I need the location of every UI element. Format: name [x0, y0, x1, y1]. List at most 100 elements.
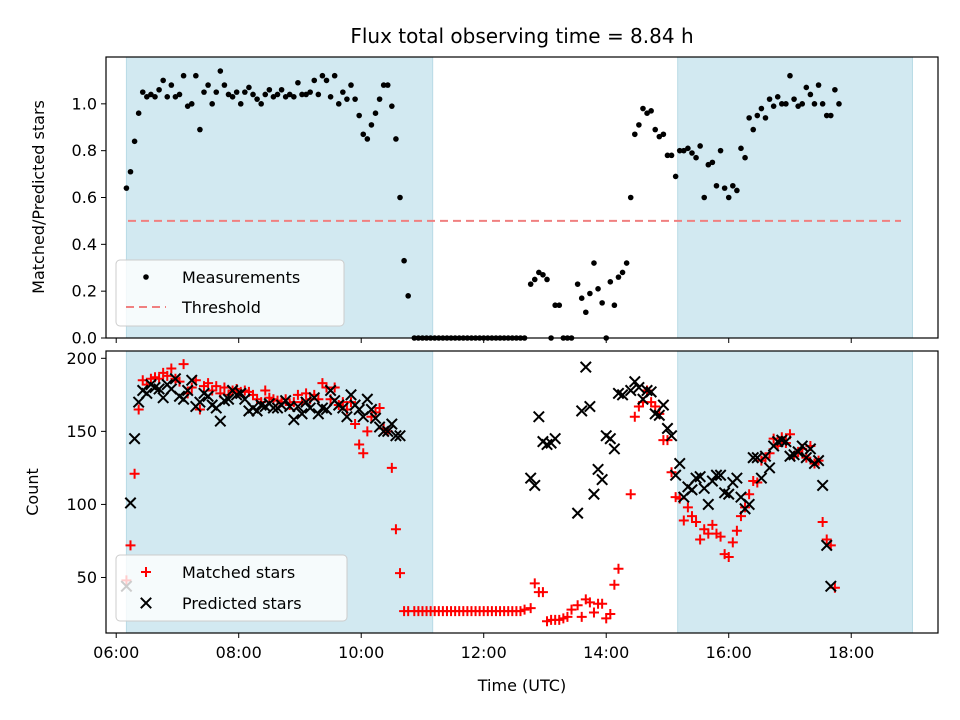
y-tick-label: 0.0 [72, 329, 97, 348]
predicted-star-point [336, 402, 349, 414]
predicted-star-point [632, 381, 645, 394]
predicted-star-point [592, 463, 604, 476]
measurement-point [766, 96, 773, 102]
predicted-star-point [296, 407, 308, 420]
matched-star-point [529, 578, 540, 589]
predicted-star-point [686, 483, 698, 496]
measurement-point [201, 89, 207, 95]
legend-x-glyph [140, 597, 152, 609]
predicted-star-point [300, 396, 312, 409]
predicted-star-point [645, 386, 658, 398]
measurement-point [205, 82, 211, 88]
matched-star-point [605, 609, 616, 620]
matched-star-point [358, 448, 369, 459]
bottom-legend: Matched stars Predicted stars [115, 554, 348, 622]
predicted-star-point [390, 429, 402, 442]
predicted-star-point [714, 469, 727, 482]
matched-star-point [292, 389, 303, 400]
predicted-star-point [596, 473, 609, 486]
measurement-point [368, 122, 375, 128]
predicted-star-point [287, 413, 300, 426]
measurement-point [156, 86, 162, 93]
top-y-axis-label: Matched/Predicted stars [29, 100, 48, 294]
matched-star-point [609, 579, 620, 590]
matched-star-point [625, 489, 636, 500]
matched-star-point [678, 515, 689, 526]
matched-stars-legend-marker [141, 567, 151, 577]
x-tick-label: 18:00 [828, 643, 874, 662]
measurement-point [676, 147, 683, 154]
x-tick-label: 14:00 [583, 643, 629, 662]
measurement-point [779, 101, 785, 107]
measurement-point [627, 194, 634, 201]
matched-star-point [707, 519, 718, 530]
measurement-point [836, 101, 842, 107]
measurement-point [668, 152, 675, 159]
predicted-star-point [341, 410, 353, 423]
measurement-point [405, 293, 411, 299]
measurement-point [762, 115, 769, 121]
measurement-point [815, 82, 822, 88]
y-tick-label: 0.6 [72, 188, 97, 207]
measurement-point [693, 154, 699, 161]
measurement-point [832, 86, 838, 93]
predicted-star-point [177, 393, 190, 406]
matched-star-point [727, 537, 738, 548]
measurement-point [262, 91, 269, 98]
matched-star-point [821, 534, 832, 545]
measurement-point [274, 91, 281, 98]
matched-star-point [597, 598, 608, 609]
predicted-star-point [702, 498, 715, 511]
predicted-stars-legend-label: Predicted stars [182, 594, 302, 613]
predicted-star-point [532, 410, 545, 423]
predicted-star-point [657, 399, 670, 411]
predicted-star-point [604, 432, 617, 445]
matched-star-point [133, 404, 144, 415]
predicted-star-point [140, 387, 153, 400]
measurement-point [389, 103, 395, 109]
predicted-star-point [202, 390, 214, 403]
predicted-star-point [324, 384, 337, 397]
measurement-point [685, 145, 691, 152]
measurement-point [376, 96, 383, 102]
predicted-star-point [710, 469, 723, 482]
predicted-star-point [816, 479, 829, 492]
measurement-point [335, 101, 342, 107]
predicted-star-point [588, 488, 600, 501]
y-tick-label: 50 [77, 568, 97, 587]
matched-star-point [744, 489, 755, 500]
measurement-point [254, 96, 260, 102]
predicted-star-point [824, 580, 837, 593]
measurement-point [574, 281, 581, 287]
measurement-point [632, 131, 638, 138]
measurement-point [531, 276, 538, 283]
measurement-point [725, 194, 732, 201]
top-legend-box [115, 259, 345, 327]
predicted-star-point [267, 402, 280, 414]
top-panel-frame [105, 56, 939, 339]
chart-title: Flux total observing time = 8.84 h [350, 24, 693, 48]
measurement-point [615, 274, 622, 280]
measurement-point [237, 101, 244, 107]
measurement-point [823, 112, 830, 119]
measurement-point [536, 269, 542, 276]
measurement-point [384, 82, 391, 88]
x-tick-label: 16:00 [706, 643, 752, 662]
matched-star-point [519, 604, 530, 615]
y-tick-label: 0.8 [72, 141, 97, 160]
predicted-star-point [524, 472, 537, 485]
matched-star-point [125, 540, 136, 551]
measurements-series [123, 68, 842, 341]
measurement-point [348, 82, 354, 88]
measurement-point [746, 115, 752, 121]
legend-plus-glyph [141, 567, 151, 577]
predicted-star-point [124, 497, 137, 509]
predicted-star-point [385, 418, 398, 430]
measurement-point [282, 94, 289, 100]
predicted-star-point [365, 403, 378, 416]
predicted-star-point [665, 429, 678, 442]
top-legend: Measurements Threshold [115, 259, 345, 327]
measurement-point [319, 72, 326, 79]
measurement-point [148, 91, 154, 98]
